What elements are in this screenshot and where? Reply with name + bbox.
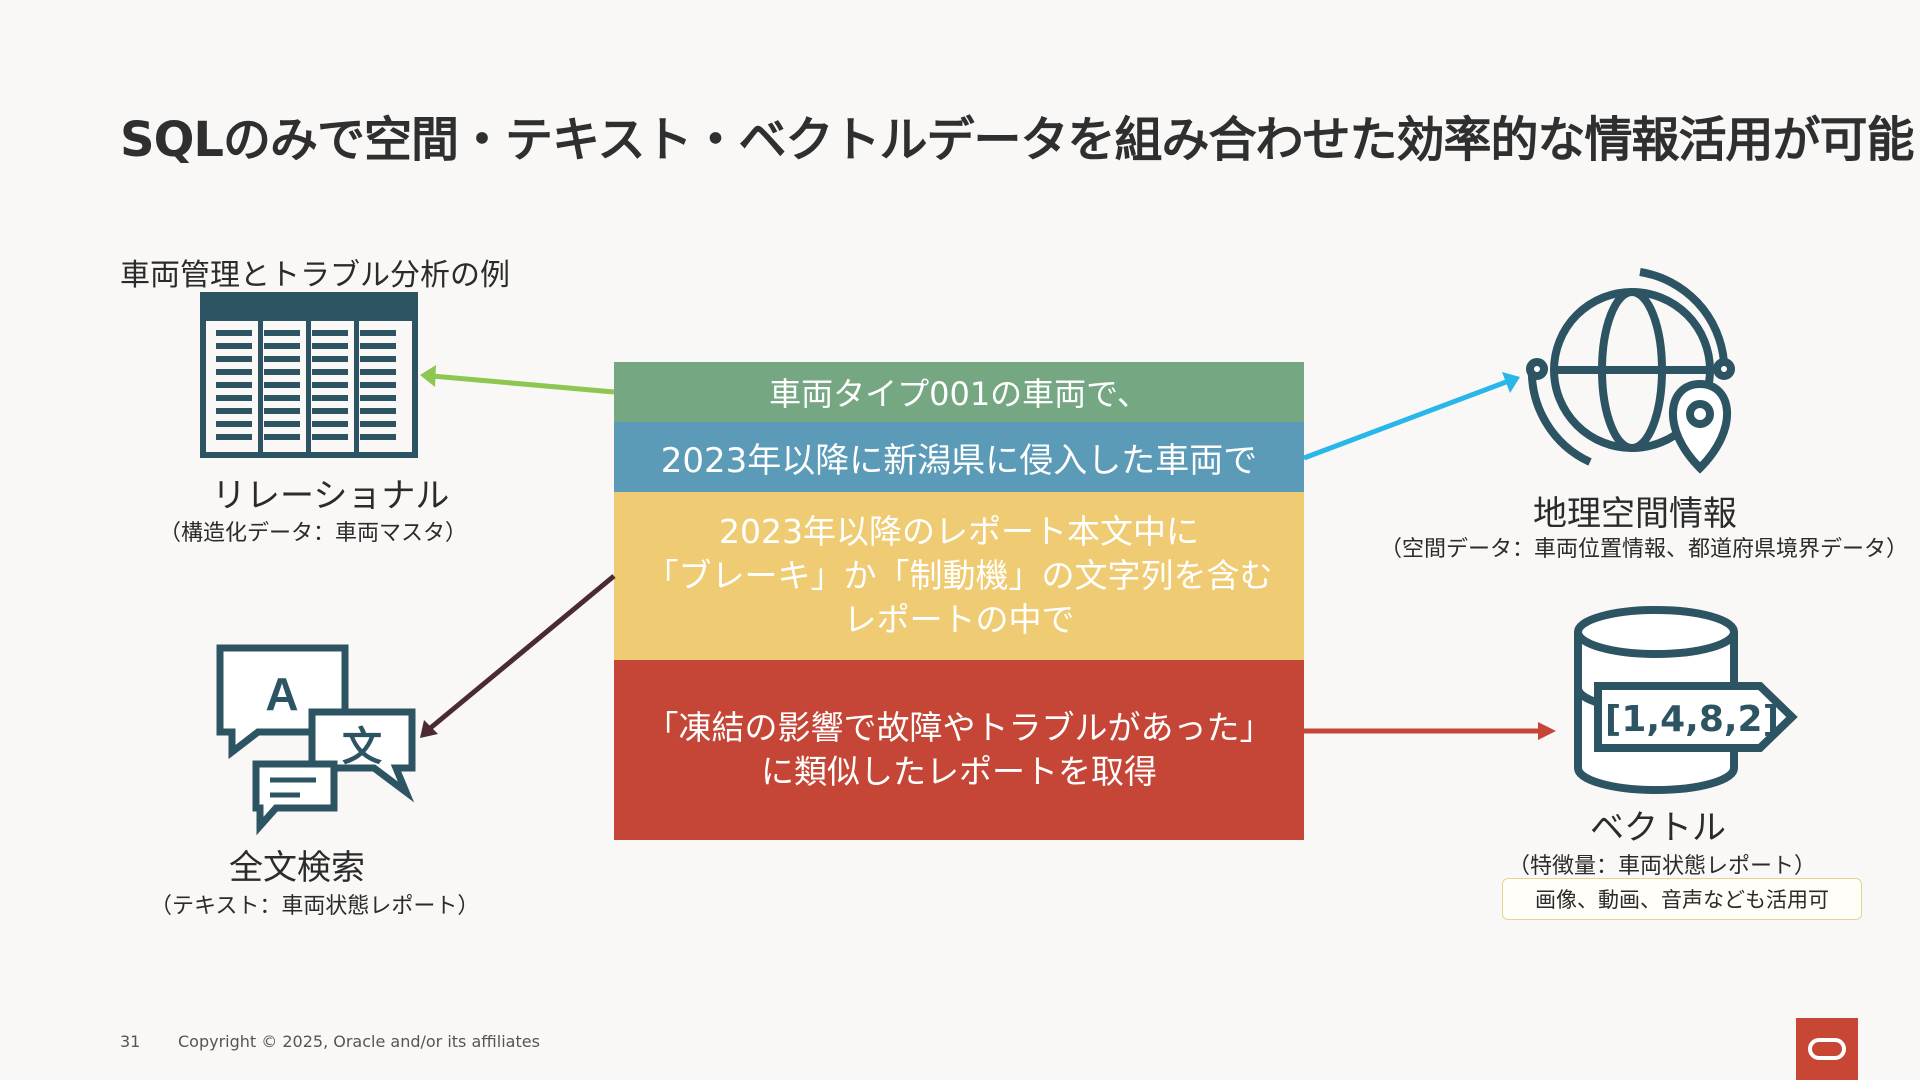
condition-vector: 「凍結の影響で故障やトラブルがあった」 に類似したレポートを取得 <box>614 660 1304 840</box>
condition-vehicle-type: 車両タイプ001の車両で、 <box>614 362 1304 422</box>
page-number: 31 <box>120 1032 141 1051</box>
spatial-sub: （空間データ：車両位置情報、都道府県境界データ） <box>1380 537 1909 562</box>
relational-sub: （構造化データ：車両マスタ） <box>158 521 467 546</box>
vector-label: ベクトル <box>1590 808 1726 848</box>
arrow-to-vector <box>1304 722 1556 740</box>
condition-fulltext-line-3: レポートの中で <box>843 600 1075 639</box>
condition-fulltext-line-1: 2023年以降のレポート本文中に <box>719 512 1199 551</box>
database-vector-icon <box>1574 606 1798 794</box>
arrow-to-spatial <box>1303 372 1520 461</box>
relational-label: リレーショナル <box>212 476 450 516</box>
globe-pin-icon <box>1526 268 1735 474</box>
condition-spatial: 2023年以降に新潟県に侵入した車両で <box>614 422 1304 492</box>
oracle-logo-ring <box>1808 1038 1846 1060</box>
arrow-to-fulltext <box>420 574 616 738</box>
condition-vector-line-1: 「凍結の影響で故障やトラブルがあった」 <box>645 708 1273 747</box>
diagram-subtitle: 車両管理とトラブル分析の例 <box>120 258 510 293</box>
condition-fulltext-line-2: 「ブレーキ」か「制動機」の文字列を含む <box>645 556 1273 595</box>
page-title: SQLのみで空間・テキスト・ベクトルデータを組み合わせた効率的な情報活用が可能 <box>120 112 1915 168</box>
condition-spatial-text: 2023年以降に新潟県に侵入した車両で <box>660 440 1258 481</box>
chat-lines-icon <box>270 777 316 798</box>
fulltext-label: 全文検索 <box>229 848 365 888</box>
copyright: Copyright © 2025, Oracle and/or its affi… <box>178 1032 540 1051</box>
condition-fulltext: 2023年以降のレポート本文中に 「ブレーキ」か「制動機」の文字列を含む レポー… <box>614 492 1304 660</box>
vector-sub: （特徴量：車両状態レポート） <box>1508 854 1817 879</box>
chat-translate-icon <box>216 644 416 836</box>
chat-icon-letter-bun: 文 <box>342 724 382 770</box>
condition-vector-line-2: に類似したレポートを取得 <box>761 752 1157 791</box>
fulltext-sub: （テキスト：車両状態レポート） <box>150 894 480 919</box>
vector-icon-text: [1,4,8,2] <box>1605 699 1779 740</box>
table-icon <box>200 292 418 458</box>
vector-note: 画像、動画、音声なども活用可 <box>1502 878 1862 920</box>
oracle-logo <box>1796 1018 1858 1080</box>
chat-icon-letter-a: A <box>265 668 298 720</box>
arrow-to-relational <box>420 365 615 395</box>
condition-vehicle-type-text: 車両タイプ001の車両で、 <box>769 375 1149 413</box>
spatial-label: 地理空間情報 <box>1533 494 1737 534</box>
